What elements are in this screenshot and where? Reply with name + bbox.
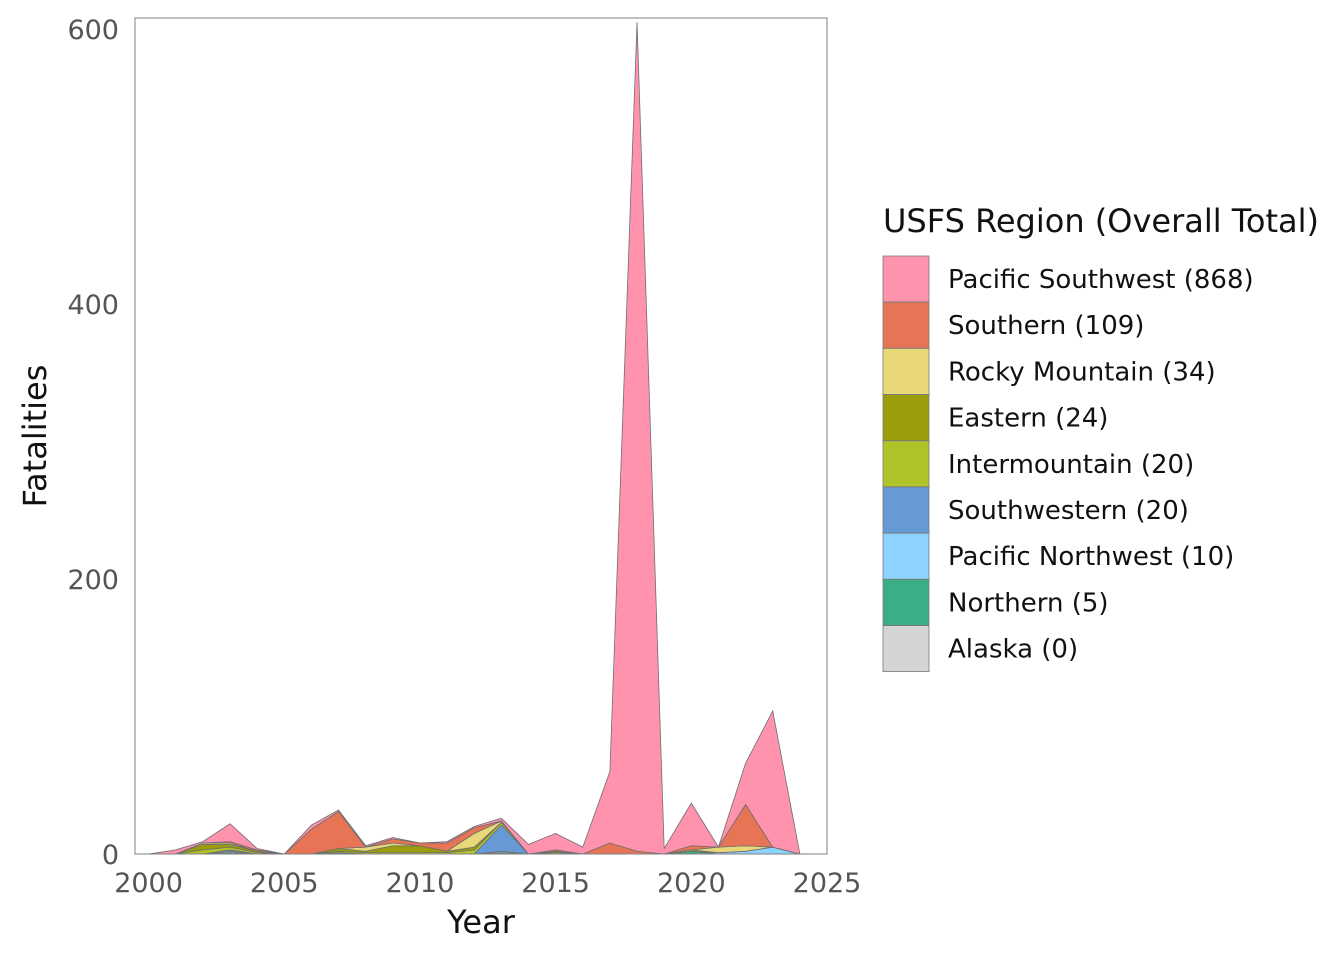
x-axis-ticks: 2000 2005 2010 2015 2020 2025 xyxy=(114,868,861,899)
legend-swatch xyxy=(882,347,930,395)
y-tick-label: 400 xyxy=(67,290,119,321)
legend-label: Eastern (24) xyxy=(948,404,1108,434)
x-tick-label: 2010 xyxy=(386,868,455,899)
legend-swatch xyxy=(882,301,930,349)
legend-label: Pacific Southwest (868) xyxy=(948,265,1254,295)
legend-swatch xyxy=(882,625,930,672)
legend-label: Southwestern (20) xyxy=(948,496,1189,526)
legend-label: Rocky Mountain (34) xyxy=(948,357,1216,387)
plot-panel-border xyxy=(134,17,828,855)
area-layers xyxy=(148,22,801,855)
legend-label: Pacific Northwest (10) xyxy=(948,542,1234,572)
legend-swatch xyxy=(882,486,930,534)
x-tick-label: 2000 xyxy=(114,868,183,899)
y-axis-title: Fatalities xyxy=(16,365,54,508)
x-tick-label: 2005 xyxy=(250,868,319,899)
legend-title: USFS Region (Overall Total) xyxy=(883,202,1319,240)
legend: Pacific Southwest (868) Southern (109) Roc… xyxy=(882,255,1254,672)
legend-swatch xyxy=(882,394,930,442)
legend-label: Northern (5) xyxy=(948,588,1109,618)
legend-swatch xyxy=(882,579,930,626)
x-axis-title: Year xyxy=(446,903,516,941)
legend-label: Southern (109) xyxy=(948,311,1144,341)
y-tick-label: 0 xyxy=(102,840,119,871)
legend-swatch xyxy=(882,255,930,303)
x-tick-label: 2020 xyxy=(657,868,726,899)
legend-swatch xyxy=(882,440,930,488)
legend-label: Alaska (0) xyxy=(948,635,1078,665)
y-tick-label: 600 xyxy=(67,15,119,46)
y-axis-ticks: 0 200 400 600 xyxy=(67,15,119,871)
x-tick-label: 2015 xyxy=(521,868,590,899)
y-tick-label: 200 xyxy=(67,565,119,596)
legend-swatch xyxy=(882,532,930,580)
legend-label: Intermountain (20) xyxy=(948,450,1194,480)
area-series-pacific-southwest xyxy=(148,22,801,855)
x-tick-label: 2025 xyxy=(793,868,862,899)
